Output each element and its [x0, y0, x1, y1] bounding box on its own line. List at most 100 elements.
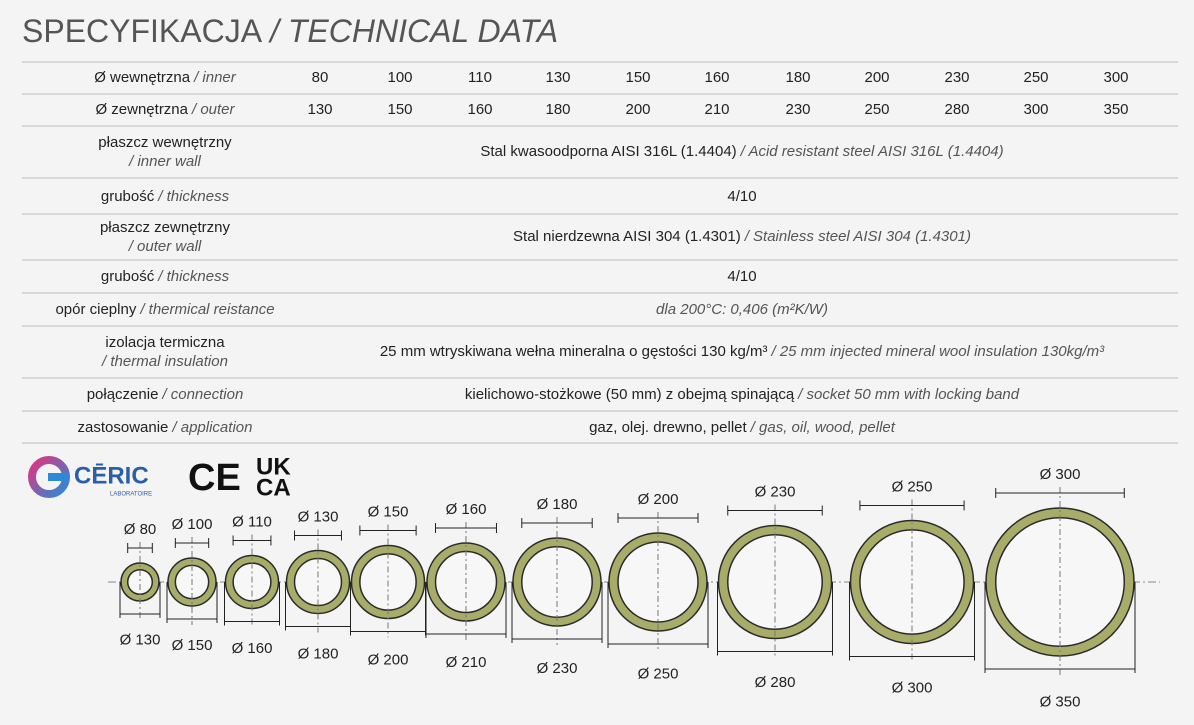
row-label-en: / thermical reistance	[139, 301, 274, 318]
row-label-pl: grubość	[101, 188, 155, 205]
outer-label: Ø 200	[368, 651, 409, 668]
cell-value: 250	[1023, 69, 1048, 86]
inner-label: Ø 300	[1040, 466, 1081, 483]
row-value: 25 mm wtryskiwana wełna mineralna o gęst…	[380, 343, 1105, 360]
outer-label: Ø 180	[298, 646, 339, 663]
row-value-en: / Acid resistant steel AISI 316L (1.4404…	[740, 143, 1004, 160]
row-label: połączenie / connection	[87, 386, 244, 403]
row-value: Stal nierdzewna AISI 304 (1.4301) / Stain…	[513, 228, 971, 245]
row-label-pl: Ø wewnętrzna	[94, 69, 191, 86]
cell-value: 150	[625, 69, 650, 86]
outer-label: Ø 160	[232, 640, 273, 657]
cell-value: 180	[545, 101, 570, 118]
row-label-en: / inner	[193, 69, 237, 86]
cell-value: 210	[704, 101, 729, 118]
row-value-pl: gaz, olej. drewno, pellet	[589, 419, 747, 436]
row-label-en: / thickness	[157, 268, 229, 285]
row-value-pl: kielichowo-stożkowe (50 mm) z obejmą spi…	[465, 386, 795, 403]
ceric-logo: CĒRIC	[74, 462, 149, 489]
cell-value: 160	[467, 101, 492, 118]
ukca-bottom: CA	[256, 474, 291, 501]
cell-value: 180	[785, 69, 810, 86]
inner-label: Ø 230	[755, 483, 796, 500]
row-label-pl: płaszcz zewnętrzny	[100, 219, 231, 236]
row-label-en: / outer	[191, 101, 236, 118]
cell-value: 280	[944, 101, 969, 118]
cell-value: 230	[785, 101, 810, 118]
row-label: opór cieplny / thermical reistance	[55, 301, 274, 318]
row-label-pl: zastosowanie	[78, 419, 169, 436]
outer-label: Ø 150	[172, 637, 213, 654]
row-value-pl: 25 mm wtryskiwana wełna mineralna o gęst…	[380, 343, 768, 360]
outer-label: Ø 130	[120, 632, 161, 649]
row-value-en: / Stainless steel AISI 304 (1.4301)	[744, 228, 971, 245]
row-value: 4/10	[727, 188, 756, 205]
row-label: zastosowanie / application	[78, 419, 253, 436]
cell-value: 150	[387, 101, 412, 118]
cell-value: 350	[1103, 101, 1128, 118]
cell-value: 300	[1023, 101, 1048, 118]
ceric-icon-bar	[48, 473, 68, 481]
inner-label: Ø 180	[537, 496, 578, 513]
row-label-en: / thickness	[157, 188, 229, 205]
row-value-pl: Stal kwasoodporna AISI 316L (1.4404)	[480, 143, 736, 160]
ukca-top: UK	[256, 453, 291, 480]
row-label: grubość / thickness	[101, 268, 230, 285]
outer-label: Ø 350	[1040, 694, 1081, 711]
row-value-en: / socket 50 mm with locking band	[797, 386, 1020, 403]
row-value: 4/10	[727, 268, 756, 285]
row-label-pl: połączenie	[87, 386, 159, 403]
row-label-en: / inner wall	[128, 153, 201, 170]
cell-value: 250	[864, 101, 889, 118]
row-label-en: / outer wall	[128, 238, 202, 255]
inner-label: Ø 200	[638, 491, 679, 508]
cell-value: 200	[864, 69, 889, 86]
cell-value: 130	[545, 69, 570, 86]
row-value: Stal kwasoodporna AISI 316L (1.4404) / Ac…	[480, 143, 1003, 160]
ceric-sub: LABORATOIRE	[110, 492, 152, 498]
row-label: Ø zewnętrzna / outer	[95, 101, 235, 118]
cell-value: 160	[704, 69, 729, 86]
row-label: grubość / thickness	[101, 188, 230, 205]
outer-label: Ø 210	[446, 654, 487, 671]
row-value-en: / gas, oil, wood, pellet	[750, 419, 896, 436]
cell-value: 100	[387, 69, 412, 86]
cell-value: 130	[307, 101, 332, 118]
outer-label: Ø 280	[755, 674, 796, 691]
row-label-pl: izolacja termiczna	[105, 334, 225, 351]
row-value: kielichowo-stożkowe (50 mm) z obejmą spi…	[465, 386, 1020, 403]
outer-label: Ø 300	[892, 680, 933, 697]
cell-value: 300	[1103, 69, 1128, 86]
row-label-pl: opór cieplny	[55, 301, 136, 318]
row-label-pl: płaszcz wewnętrzny	[98, 134, 232, 151]
outer-label: Ø 250	[638, 665, 679, 682]
row-value-pl: Stal nierdzewna AISI 304 (1.4301)	[513, 228, 741, 245]
title: SPECYFIKACJA / TECHNICAL DATA	[22, 13, 558, 49]
inner-label: Ø 250	[892, 478, 933, 495]
inner-label: Ø 100	[172, 516, 213, 533]
inner-label: Ø 110	[232, 513, 272, 530]
row-value-pl: 4/10	[727, 188, 756, 205]
title-en: / TECHNICAL DATA	[268, 13, 558, 49]
row-value-en: / 25 mm injected mineral wool insulation…	[771, 343, 1106, 360]
inner-label: Ø 130	[298, 508, 339, 525]
inner-label: Ø 80	[124, 521, 157, 538]
outer-label: Ø 230	[537, 660, 578, 677]
row-label-pl: Ø zewnętrzna	[95, 101, 188, 118]
row-value-pl: 4/10	[727, 268, 756, 285]
row-label: Ø wewnętrzna / inner	[94, 69, 237, 86]
row-value: dla 200°C: 0,406 (m²K/W)	[656, 301, 828, 318]
cell-value: 200	[625, 101, 650, 118]
row-label-en: / thermal insulation	[101, 353, 228, 370]
row-label-en: / application	[171, 419, 252, 436]
inner-label: Ø 160	[446, 501, 487, 518]
ce-mark: CE	[188, 457, 241, 499]
cell-value: 230	[944, 69, 969, 86]
row-label-pl: grubość	[101, 268, 155, 285]
cell-value: 80	[312, 69, 329, 86]
inner-label: Ø 150	[368, 503, 409, 520]
row-value-en: dla 200°C: 0,406 (m²K/W)	[656, 301, 828, 318]
row-value: gaz, olej. drewno, pellet / gas, oil, woo…	[589, 419, 896, 436]
